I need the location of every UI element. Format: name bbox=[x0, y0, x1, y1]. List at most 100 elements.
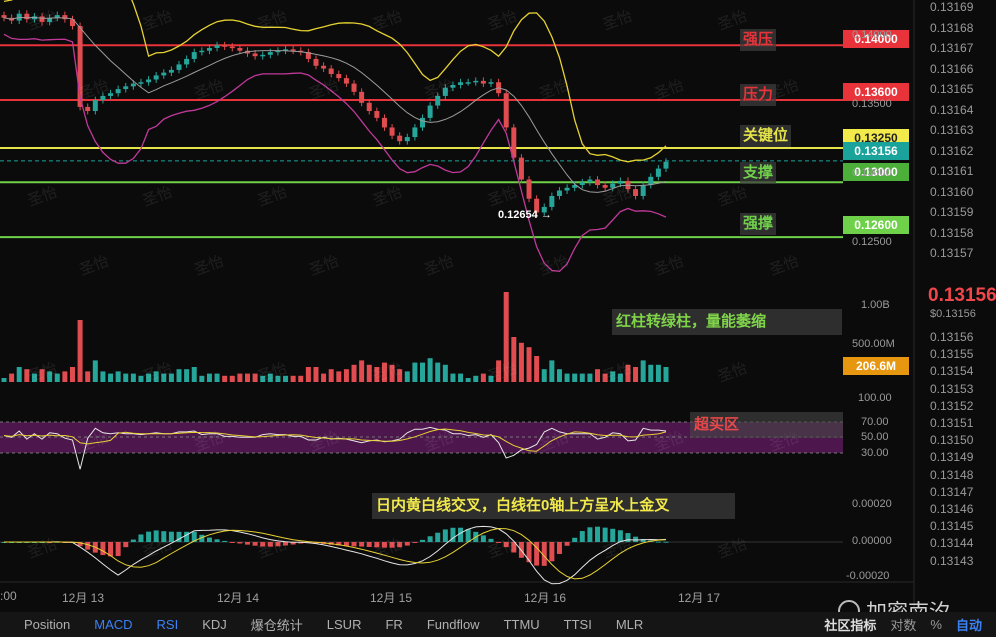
far-axis-tick: 0.13162 bbox=[930, 143, 974, 158]
candle-body bbox=[572, 185, 578, 188]
macd-histogram-bar bbox=[283, 542, 289, 546]
candle-body bbox=[655, 168, 661, 177]
far-axis-tick: 0.13155 bbox=[930, 347, 974, 362]
macd-histogram-bar bbox=[184, 531, 190, 542]
tab-ttmu[interactable]: TTMU bbox=[503, 617, 540, 632]
far-axis-tick: 0.13154 bbox=[930, 364, 974, 379]
far-axis-tick: 0.13146 bbox=[930, 502, 974, 516]
far-axis-tick: 0.13169 bbox=[930, 0, 974, 14]
volume-bar bbox=[275, 375, 281, 382]
candle-body bbox=[359, 91, 365, 103]
volume-bar bbox=[579, 373, 585, 382]
macd-histogram-bar bbox=[564, 542, 570, 546]
candle-body bbox=[138, 82, 144, 84]
candle-body bbox=[343, 78, 349, 84]
indicator-toolbar: Position MACD RSI KDJ 爆仓统计 LSUR FR Fundf… bbox=[0, 612, 996, 637]
tab-ttsi[interactable]: TTSI bbox=[563, 617, 592, 632]
auto-scale-button[interactable]: 自动 bbox=[955, 618, 982, 633]
tab-kdj[interactable]: KDJ bbox=[202, 617, 227, 632]
upper-band-line bbox=[3, 0, 667, 163]
candle-body bbox=[39, 16, 45, 22]
volume-bar bbox=[381, 362, 387, 382]
volume-bar bbox=[564, 373, 570, 382]
volume-bar bbox=[252, 373, 258, 382]
low-price-value: 0.12654 bbox=[498, 209, 538, 221]
macd-histogram-bar bbox=[229, 542, 235, 543]
candle-body bbox=[587, 179, 593, 183]
volume-bar bbox=[480, 373, 486, 382]
tab-position[interactable]: Position bbox=[24, 617, 71, 632]
tab-mlr[interactable]: MLR bbox=[615, 617, 644, 632]
macd-histogram-bar bbox=[442, 529, 448, 542]
candle-body bbox=[389, 127, 395, 136]
candle-body bbox=[518, 157, 524, 180]
percent-scale-button[interactable]: % bbox=[930, 617, 942, 632]
candle-body bbox=[115, 89, 121, 94]
volume-bar bbox=[442, 364, 448, 382]
macd-histogram-bar bbox=[77, 542, 83, 547]
volume-bar bbox=[47, 371, 53, 382]
volume-bar bbox=[343, 369, 349, 382]
volume-bar bbox=[108, 373, 114, 382]
volume-bar bbox=[130, 373, 136, 382]
candle-body bbox=[473, 80, 479, 83]
tab-lsur[interactable]: LSUR bbox=[326, 617, 362, 632]
price-tag-strong-resistance: 0.14000 bbox=[843, 30, 909, 48]
community-indicator-button[interactable]: 社区指标 bbox=[824, 618, 877, 633]
volume-bar bbox=[610, 371, 616, 382]
candle-body bbox=[184, 58, 190, 65]
date-label: 12月 16 bbox=[524, 591, 567, 605]
date-label: 12月 13 bbox=[62, 591, 105, 605]
volume-bar bbox=[511, 337, 517, 382]
macd-histogram-bar bbox=[549, 542, 555, 562]
volume-bar bbox=[595, 369, 601, 382]
volume-bar bbox=[168, 373, 174, 382]
macd-histogram-bar bbox=[625, 533, 631, 542]
candle-body bbox=[130, 83, 136, 87]
volume-bar bbox=[77, 320, 83, 382]
candle-body bbox=[595, 179, 601, 186]
macd-histogram-bar bbox=[267, 542, 273, 547]
candle-body bbox=[534, 198, 540, 213]
candle-body bbox=[503, 93, 509, 128]
volume-bar bbox=[39, 369, 45, 382]
volume-bar bbox=[176, 369, 182, 382]
far-axis-tick: 0.13144 bbox=[930, 536, 974, 551]
far-axis-tick: 0.13149 bbox=[930, 450, 974, 465]
price-tag-current: 0.13156 bbox=[843, 142, 909, 160]
strong-resistance-label: 强压 bbox=[740, 29, 777, 51]
rsi-tick: 100.00 bbox=[858, 392, 892, 404]
candle-body bbox=[146, 79, 152, 83]
far-axis-tick: 0.13161 bbox=[930, 164, 974, 178]
far-axis-tick: 0.13159 bbox=[930, 205, 974, 219]
volume-bar bbox=[31, 373, 37, 382]
candle-body bbox=[267, 52, 273, 55]
far-axis-tick: 0.13157 bbox=[930, 246, 974, 260]
macd-histogram-bar bbox=[541, 542, 547, 566]
log-scale-button[interactable]: 对数 bbox=[890, 618, 917, 633]
tab-liquidation-stats[interactable]: 爆仓统计 bbox=[250, 618, 303, 633]
candle-body bbox=[305, 52, 311, 59]
candle-body bbox=[397, 135, 403, 142]
macd-tick: -0.00020 bbox=[846, 570, 890, 582]
macd-histogram-bar bbox=[450, 527, 456, 542]
candle-body bbox=[404, 137, 410, 142]
tab-fundflow[interactable]: Fundflow bbox=[426, 617, 480, 632]
price-tick: 0.12500 bbox=[852, 236, 892, 248]
macd-histogram-bar bbox=[427, 536, 433, 542]
tab-macd[interactable]: MACD bbox=[94, 617, 133, 632]
volume-bar bbox=[655, 364, 661, 382]
tab-fr[interactable]: FR bbox=[385, 617, 403, 632]
macd-histogram-bar bbox=[199, 534, 205, 542]
volume-bar bbox=[206, 373, 212, 382]
tab-rsi[interactable]: RSI bbox=[156, 617, 179, 632]
candle-body bbox=[328, 68, 334, 75]
volume-bar bbox=[503, 292, 509, 382]
support-label: 支撑 bbox=[740, 162, 777, 184]
far-axis-tick: 0.13158 bbox=[930, 225, 974, 240]
volume-bar bbox=[153, 371, 159, 382]
macd-histogram-bar bbox=[572, 537, 578, 542]
macd-histogram-bar bbox=[191, 531, 197, 542]
candle-body bbox=[321, 65, 327, 69]
